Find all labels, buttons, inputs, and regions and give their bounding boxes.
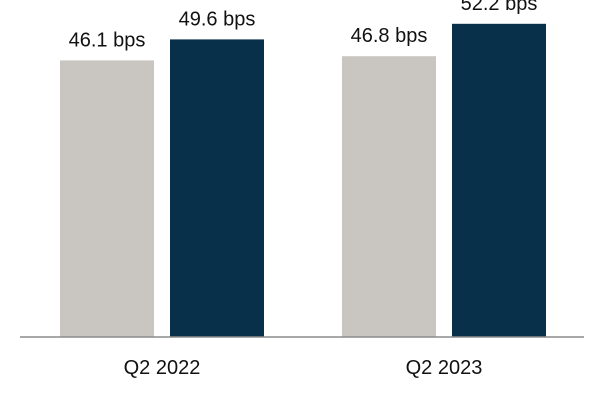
value-label-1-0: 46.8 bps [351,25,428,47]
bar-0-1 [170,39,264,338]
category-label-1: Q2 2023 [406,357,483,379]
bar-1-1 [452,23,546,338]
value-labels-layer: 46.1 bps 49.6 bps 46.8 bps 52.2 bps [69,0,538,51]
bars-layer [60,23,546,338]
value-label-0-0: 46.1 bps [69,29,146,51]
value-label-0-1: 49.6 bps [179,8,256,30]
value-label-1-1: 52.2 bps [461,0,538,15]
category-labels-layer: Q2 2022 Q2 2023 [124,357,483,379]
category-label-0: Q2 2022 [124,357,201,379]
bar-0-0 [60,60,154,338]
bar-1-0 [342,56,436,337]
